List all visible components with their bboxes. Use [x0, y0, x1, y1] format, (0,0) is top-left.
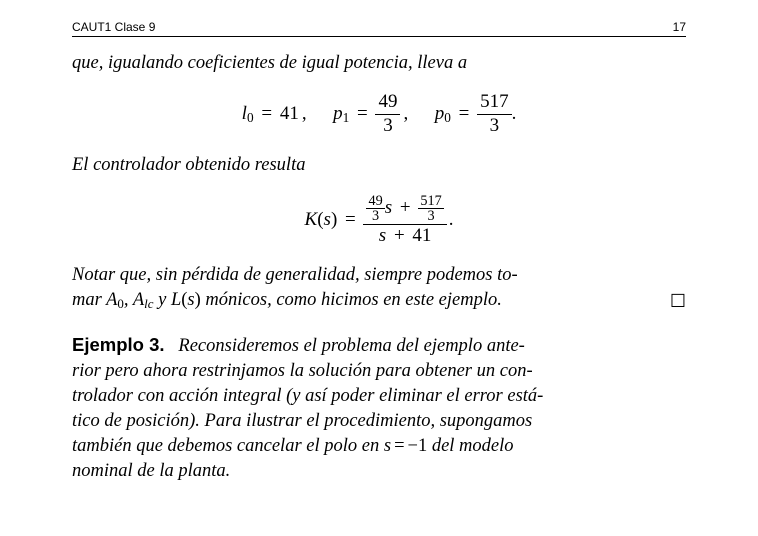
eq2-rpar: ) — [331, 209, 337, 230]
ex-line5: también que debemos cancelar el polo en … — [72, 434, 686, 459]
p3b-c1: , — [124, 290, 133, 310]
ex-line2: rior pero ahora restrinjamos la solución… — [72, 359, 686, 384]
eq1-p0-frac: 517 3 — [477, 92, 512, 137]
p3b-y: y — [153, 290, 170, 310]
ex5-min: − — [408, 436, 418, 456]
eq1-p0-eq: = — [456, 103, 473, 124]
p3b-L: L — [171, 290, 181, 310]
eq2-den-s: s — [379, 225, 386, 246]
eq2-den-plus: + — [391, 225, 408, 246]
header-page-number: 17 — [673, 20, 686, 34]
eq2-den-c: 41 — [412, 225, 431, 246]
eq2-num-a: 493 — [366, 194, 384, 224]
eq2-num-a-d: 3 — [366, 209, 384, 223]
equation-1: l0 = 41, p1 = 49 3 , p0 = 517 3 . — [72, 92, 686, 137]
ex-line4: tico de posición). Para ilustrar el proc… — [72, 409, 686, 434]
example-3: Ejemplo 3. Reconsideremos el problema de… — [72, 333, 686, 484]
eq1-p1-num: 49 — [375, 92, 400, 115]
eq2-K: K — [305, 209, 318, 230]
ex5-post: del modelo — [427, 436, 513, 456]
ex5-eq: = — [391, 436, 407, 456]
p3b-A0: A — [106, 290, 117, 310]
example-label: Ejemplo 3. — [72, 334, 165, 355]
ex5-pre: también que debemos cancelar el polo en — [72, 436, 384, 456]
eq2-num-b: 5173 — [418, 194, 443, 224]
p3b-Alc: A — [133, 290, 144, 310]
p3b-Ls: s — [187, 290, 194, 310]
qed-mark: ☐ — [670, 289, 686, 313]
eq1-l0-sub: 0 — [247, 110, 254, 125]
eq1-p1-den: 3 — [375, 115, 400, 137]
ex-line1: Reconsideremos el problema del ejemplo a… — [178, 336, 524, 356]
eq2-num-b-d: 3 — [418, 209, 443, 223]
eq1-l0-val: 41 — [280, 103, 299, 124]
p3b-pre: mar — [72, 290, 106, 310]
p3-line2: mar A0, Alc y L(s) mónicos, como hicimos… — [72, 288, 502, 313]
ex5-s: s — [384, 436, 391, 456]
eq1-c2: , — [400, 103, 411, 124]
p3b-post: mónicos, como hicimos en este ejemplo. — [201, 290, 502, 310]
eq1-period: . — [512, 103, 517, 124]
p3-line2-wrap: mar A0, Alc y L(s) mónicos, como hicimos… — [72, 288, 686, 313]
ex-line3: trolador con acción integral (y así pode… — [72, 384, 686, 409]
eq1-p0-num: 517 — [477, 92, 512, 115]
eq2-num-s: s — [385, 197, 392, 218]
paragraph-3: Notar que, sin pérdida de generalidad, s… — [72, 263, 686, 313]
eq1-p1-frac: 49 3 — [375, 92, 400, 137]
eq1-p0-sub: 0 — [444, 110, 451, 125]
eq2-arg: s — [324, 209, 331, 230]
eq2-numerator: 493s + 5173 — [363, 194, 446, 226]
eq2-eq: = — [342, 209, 359, 230]
eq2-num-plus: + — [397, 197, 414, 218]
eq1-p1-eq: = — [354, 103, 371, 124]
eq2-num-b-n: 517 — [418, 194, 443, 209]
eq1-p0-den: 3 — [477, 115, 512, 137]
paragraph-1: que, igualando coeficientes de igual pot… — [72, 51, 686, 76]
eq2-period: . — [447, 209, 454, 230]
ex-line6: nominal de la planta. — [72, 459, 686, 484]
paragraph-2: El controlador obtenido resulta — [72, 153, 686, 178]
ex5-one: 1 — [418, 436, 427, 456]
eq1-l0-eq: = — [258, 103, 275, 124]
p3-line1: Notar que, sin pérdida de generalidad, s… — [72, 263, 686, 288]
eq1-p1-var: p — [333, 103, 343, 124]
page-header: CAUT1 Clase 9 17 — [72, 20, 686, 37]
header-left: CAUT1 Clase 9 — [72, 20, 155, 34]
equation-2: K(s) = 493s + 5173 s + 41 . — [72, 194, 686, 247]
eq2-main-frac: 493s + 5173 s + 41 — [363, 194, 446, 247]
eq1-c1: , — [299, 103, 310, 124]
eq1-p0-var: p — [435, 103, 445, 124]
eq1-p1-sub: 1 — [343, 110, 350, 125]
eq2-num-a-n: 49 — [366, 194, 384, 209]
eq2-denominator: s + 41 — [363, 225, 446, 247]
